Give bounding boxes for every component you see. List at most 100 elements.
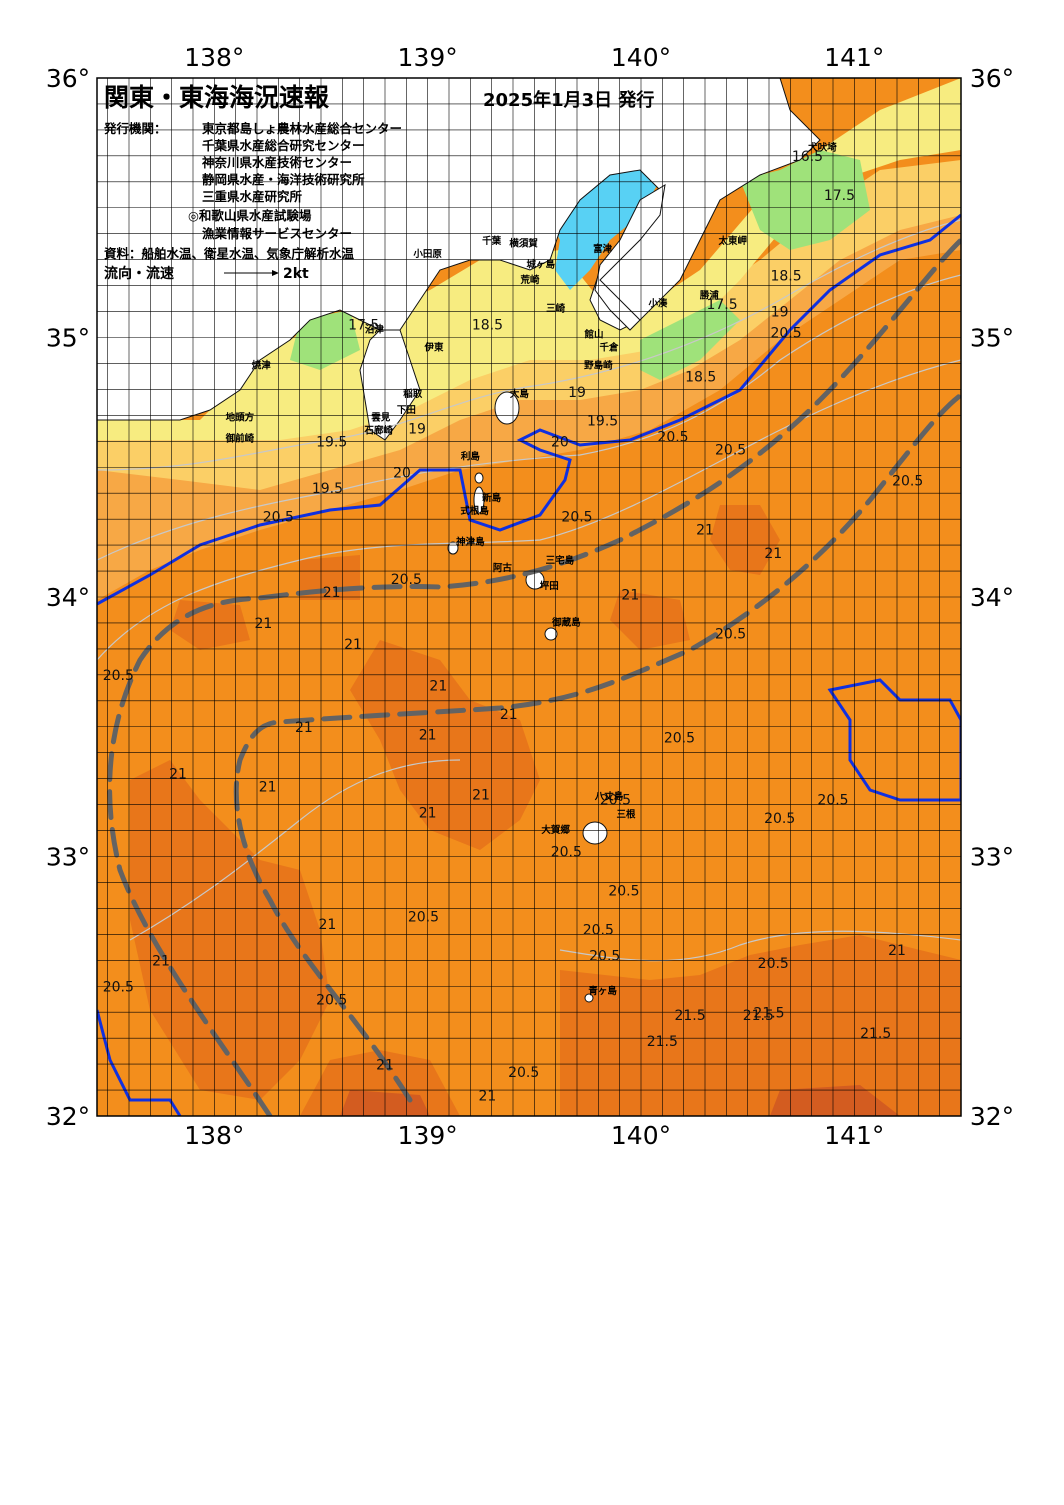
lat-label-left: 36° bbox=[46, 64, 90, 93]
data-sources: 資料：船舶水温、衛星水温、気象庁解析水温 bbox=[104, 246, 355, 261]
contour-label: 21 bbox=[888, 943, 906, 959]
contour-label: 17.5 bbox=[706, 297, 737, 313]
contour-label: 19.5 bbox=[312, 481, 343, 497]
contour-label: 20.5 bbox=[408, 909, 439, 925]
place-name: 式根島 bbox=[460, 505, 489, 517]
place-name: 御前崎 bbox=[225, 432, 255, 444]
contour-label: 20.5 bbox=[817, 793, 848, 809]
contour-label: 21.5 bbox=[743, 1008, 774, 1024]
place-name: 神津島 bbox=[456, 536, 485, 548]
island-hachijojima bbox=[582, 821, 608, 845]
publisher-4: 静岡県水産・海洋技術研究所 bbox=[202, 172, 365, 187]
lat-label-left: 35° bbox=[46, 324, 90, 353]
lat-label-right: 32° bbox=[970, 1102, 1014, 1131]
place-name: 新島 bbox=[482, 492, 502, 504]
publisher-1: 東京都島しょ農林水産総合センター bbox=[202, 121, 402, 136]
place-name: 小湊 bbox=[648, 297, 669, 309]
contour-label: 21 bbox=[295, 720, 313, 736]
place-name: 下田 bbox=[397, 405, 416, 416]
place-name: 地頭方 bbox=[226, 412, 255, 424]
place-name: 犬吠埼 bbox=[807, 142, 837, 154]
contour-label: 16.5 bbox=[792, 149, 823, 165]
contour-label: 20.5 bbox=[583, 922, 614, 938]
contour-label: 21 bbox=[621, 588, 639, 604]
lon-label-top: 138° bbox=[184, 43, 244, 72]
place-name: 太東岬 bbox=[718, 235, 747, 247]
contour-label: 20.5 bbox=[391, 572, 422, 588]
contour-label: 21 bbox=[472, 787, 490, 803]
issue-date: 2025年1月3日 発行 bbox=[483, 89, 654, 111]
contour-label: 20.5 bbox=[561, 510, 592, 526]
legend-arrowhead bbox=[272, 270, 279, 276]
contour-label: 17.5 bbox=[824, 188, 855, 204]
place-name: 伊東 bbox=[424, 341, 445, 353]
contour-label: 21 bbox=[478, 1088, 496, 1104]
contour-label: 20.5 bbox=[764, 811, 795, 827]
lon-label-bottom: 140° bbox=[611, 1121, 671, 1150]
lat-label-left: 32° bbox=[46, 1102, 90, 1131]
contour-label: 20.5 bbox=[657, 429, 688, 445]
contour-label: 18.5 bbox=[685, 370, 716, 386]
place-name: 野島崎 bbox=[584, 360, 613, 372]
contour-label: 21 bbox=[152, 953, 170, 969]
contour-label: 20.5 bbox=[589, 948, 620, 964]
legend-label: 流向・流速 bbox=[104, 265, 174, 282]
lon-label-bottom: 141° bbox=[824, 1121, 884, 1150]
place-name: 八丈島 bbox=[594, 790, 624, 802]
place-name: 城ヶ島 bbox=[526, 258, 555, 270]
contour-label: 21.5 bbox=[674, 1008, 705, 1024]
place-name: 焼津 bbox=[252, 360, 272, 372]
contour-label: 20 bbox=[393, 466, 411, 482]
place-name: 千倉 bbox=[599, 341, 619, 353]
place-name: 稲取 bbox=[403, 388, 423, 400]
contour-label: 19 bbox=[771, 305, 789, 321]
lat-label-left: 33° bbox=[46, 843, 90, 872]
contour-label: 20.5 bbox=[551, 845, 582, 861]
contour-label: 20 bbox=[551, 434, 569, 450]
contour-label: 18.5 bbox=[770, 268, 801, 284]
temperature-front-line bbox=[97, 213, 961, 606]
map-title: 関東・東海海況速報 bbox=[104, 83, 330, 112]
publisher-6: ◎和歌山県水産試験場 bbox=[188, 208, 312, 223]
place-name: 大賀郷 bbox=[541, 824, 570, 836]
contour-label: 20.5 bbox=[758, 956, 789, 972]
contour-label: 21.5 bbox=[647, 1034, 678, 1050]
place-name: 大島 bbox=[510, 388, 530, 400]
lon-label-bottom: 139° bbox=[398, 1121, 458, 1150]
place-name: 三根 bbox=[617, 809, 637, 821]
header: 関東・東海海況速報 2025年1月3日 発行 発行機関： 東京都島しょ農林水産総… bbox=[103, 83, 654, 282]
publisher-7: 漁業情報サービスセンター bbox=[202, 226, 352, 241]
contour-label: 20.5 bbox=[715, 442, 746, 458]
contour-label: 20.5 bbox=[664, 730, 695, 746]
contour-label: 19 bbox=[408, 422, 426, 438]
contour-label: 21 bbox=[318, 917, 336, 933]
contour-label: 21 bbox=[169, 767, 187, 783]
lat-label-right: 35° bbox=[970, 324, 1014, 353]
contour-label: 21 bbox=[764, 546, 782, 562]
map-area[interactable]: 16.517.518.517.5 1920.518.518.517.51919.5… bbox=[97, 78, 961, 1116]
contour-label: 20.5 bbox=[715, 627, 746, 643]
contour-label: 18.5 bbox=[472, 318, 503, 334]
land bbox=[97, 78, 821, 1003]
contour-label: 21 bbox=[254, 616, 272, 632]
place-name: 館山 bbox=[584, 329, 604, 341]
place-name: 利島 bbox=[460, 450, 481, 462]
contour-label: 20.5 bbox=[103, 668, 134, 684]
island-aogashima bbox=[584, 993, 594, 1003]
island-toshima bbox=[474, 472, 484, 484]
place-name: 坪田 bbox=[540, 580, 559, 592]
contour-label: 21 bbox=[696, 523, 714, 539]
contour-labels: 16.517.518.517.5 1920.518.518.517.51919.5… bbox=[103, 149, 924, 1104]
place-name: 三崎 bbox=[546, 303, 566, 315]
place-name: 石廊崎 bbox=[363, 425, 393, 437]
place-name: 横須賀 bbox=[509, 238, 538, 250]
lat-lon-grid bbox=[97, 78, 961, 1116]
contour-label: 20.5 bbox=[608, 883, 639, 899]
contour-label: 21.5 bbox=[753, 1005, 784, 1021]
place-name: 勝浦 bbox=[700, 290, 720, 302]
contour-label: 20.5 bbox=[508, 1065, 539, 1081]
contour-label: 21 bbox=[419, 728, 437, 744]
contour-label: 21 bbox=[259, 780, 277, 796]
warm-zones bbox=[130, 505, 961, 1116]
